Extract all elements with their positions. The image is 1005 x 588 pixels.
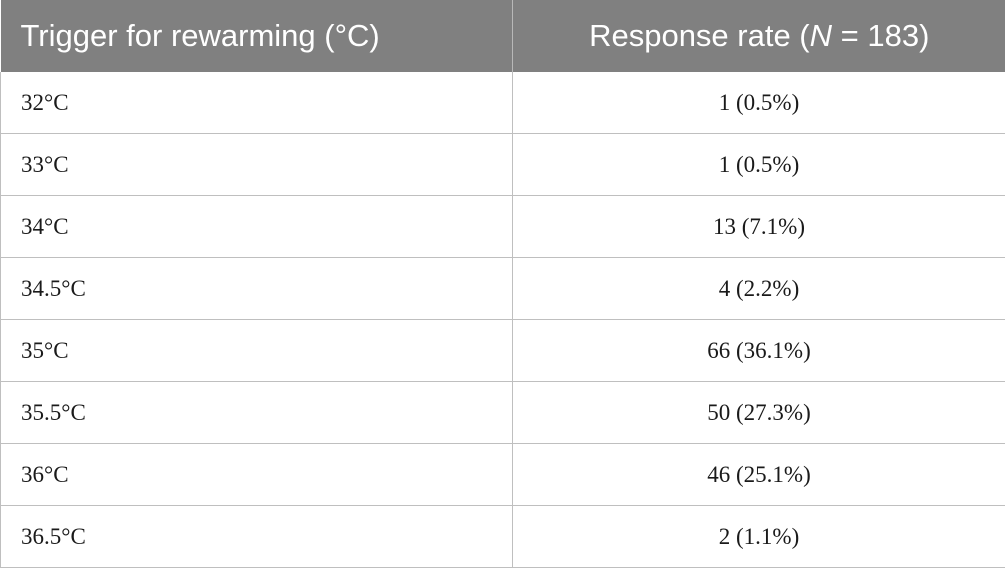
response-cell: 1 (0.5%) [512,72,1005,134]
header-row: Trigger for rewarming (°C) Response rate… [0,0,1005,72]
rewarming-table-container: Trigger for rewarming (°C) Response rate… [0,0,1005,568]
trigger-cell: 32°C [0,72,513,134]
table-row: 36°C 46 (25.1%) [0,443,1005,506]
response-cell: 66 (36.1%) [512,319,1005,382]
response-cell: 4 (2.2%) [512,257,1005,320]
trigger-cell: 34°C [0,195,513,258]
table-row: 36.5°C 2 (1.1%) [0,505,1005,568]
table-row: 34°C 13 (7.1%) [0,195,1005,258]
table-body: 32°C 1 (0.5%) 33°C 1 (0.5%) 34°C 13 (7.1… [0,72,1005,568]
header-response-n: N [809,18,833,53]
table-row: 35°C 66 (36.1%) [0,319,1005,382]
table-row: 35.5°C 50 (27.3%) [0,381,1005,444]
table-row: 33°C 1 (0.5%) [0,133,1005,196]
trigger-cell: 35.5°C [0,381,513,444]
trigger-cell: 33°C [0,133,513,196]
rewarming-response-table: Trigger for rewarming (°C) Response rate… [0,0,1005,568]
trigger-cell: 34.5°C [0,257,513,320]
response-cell: 13 (7.1%) [512,195,1005,258]
header-response-prefix: Response rate ( [589,18,810,53]
table-header: Trigger for rewarming (°C) Response rate… [0,0,1005,72]
response-cell: 50 (27.3%) [512,381,1005,444]
header-trigger: Trigger for rewarming (°C) [0,0,513,72]
response-cell: 46 (25.1%) [512,443,1005,506]
header-response-suffix: = 183) [832,18,930,53]
header-response-rate: Response rate (N = 183) [512,0,1005,72]
trigger-cell: 36.5°C [0,505,513,568]
table-row: 34.5°C 4 (2.2%) [0,257,1005,320]
table-row: 32°C 1 (0.5%) [0,72,1005,134]
trigger-cell: 35°C [0,319,513,382]
response-cell: 2 (1.1%) [512,505,1005,568]
response-cell: 1 (0.5%) [512,133,1005,196]
trigger-cell: 36°C [0,443,513,506]
